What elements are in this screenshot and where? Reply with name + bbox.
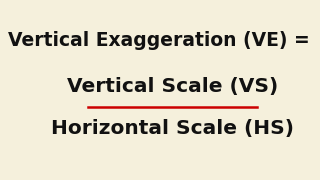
Text: Horizontal Scale (HS): Horizontal Scale (HS) <box>51 120 294 138</box>
Text: Vertical Scale (VS): Vertical Scale (VS) <box>67 77 278 96</box>
Text: Vertical Exaggeration (VE) =: Vertical Exaggeration (VE) = <box>8 31 310 50</box>
